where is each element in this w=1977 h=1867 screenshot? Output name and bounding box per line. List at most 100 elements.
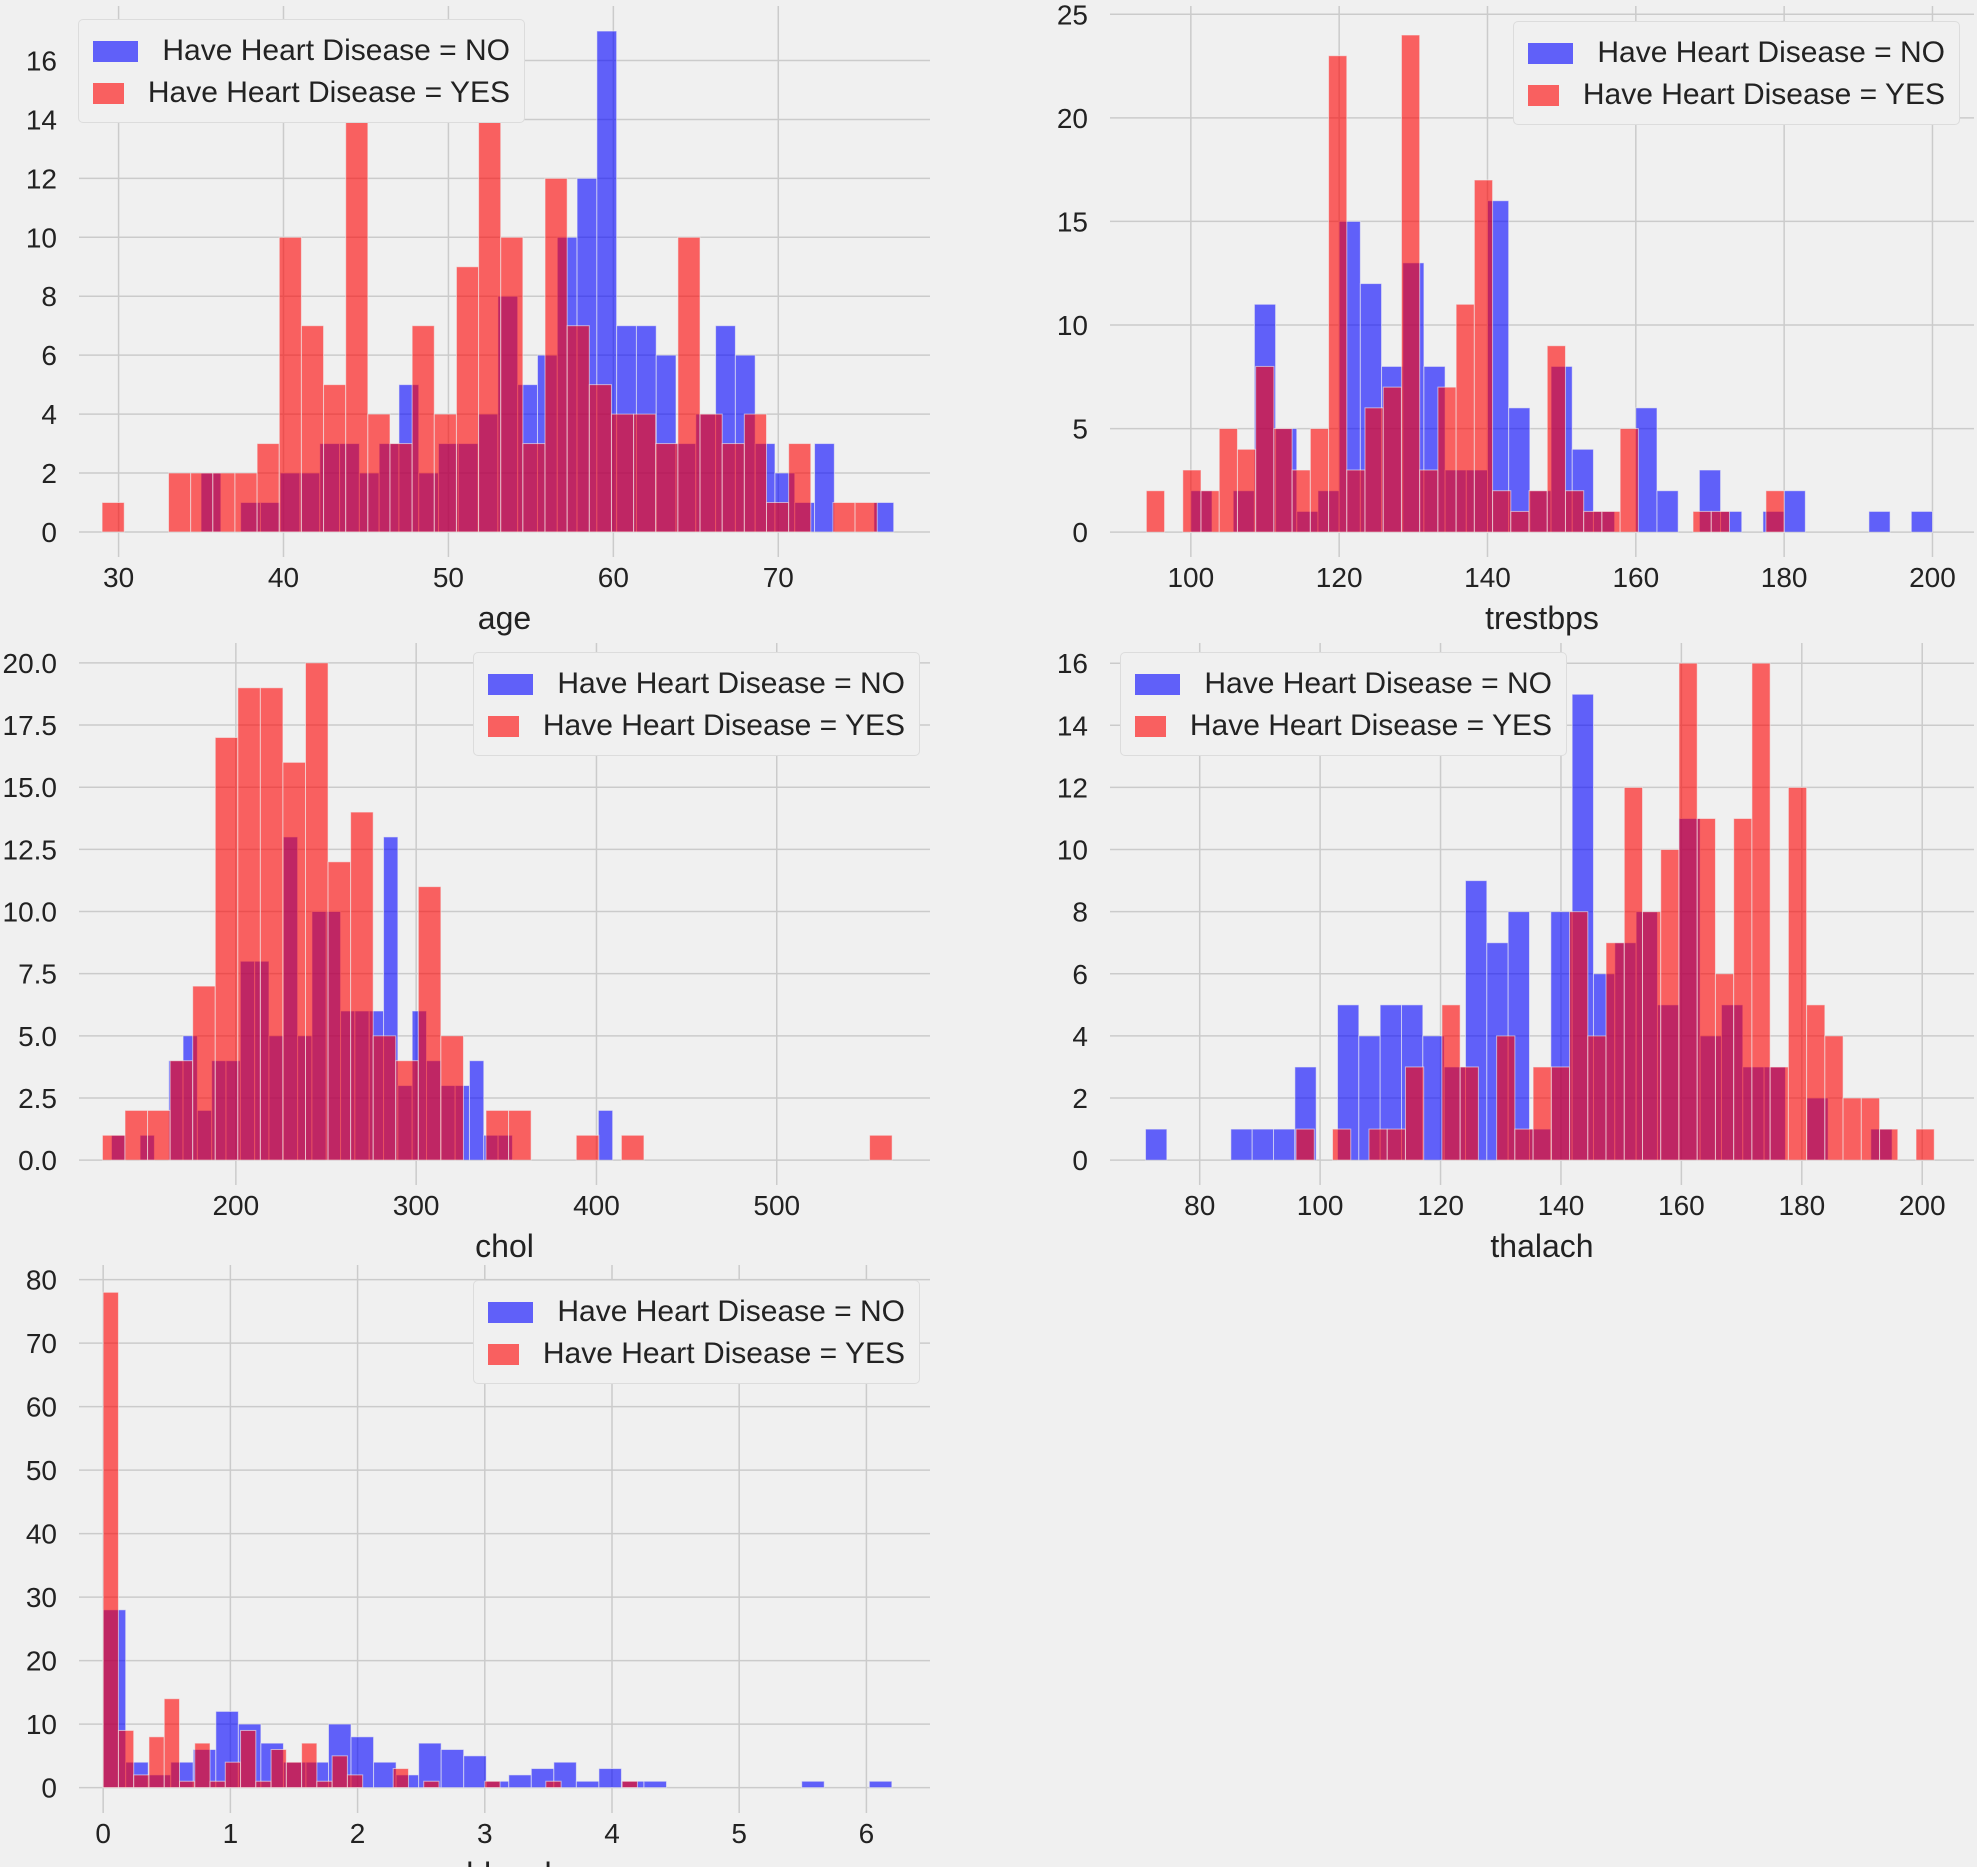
legend-swatch-no: [488, 1301, 534, 1323]
bar-yes: [1733, 817, 1753, 1161]
bar-no: [1868, 510, 1891, 533]
bar-no: [1635, 407, 1658, 533]
bar-yes: [1583, 510, 1603, 533]
bar-no: [1251, 1128, 1275, 1161]
histogram-thalach: 80 100 120 140 160 180 200 0 2 4 6 8 10 12 14 16 thalach: [1057, 643, 1974, 1264]
bar-yes: [367, 413, 391, 533]
bar-yes: [331, 1755, 348, 1789]
bar-yes: [1492, 490, 1512, 533]
y-tick-label: 16: [1057, 648, 1088, 679]
y-tick-label: 50: [26, 1455, 57, 1486]
bar-yes: [346, 1774, 364, 1789]
y-tick-label: 10: [26, 222, 57, 253]
y-tick-label: 6: [41, 340, 57, 371]
x-tick-label: 80: [1184, 1190, 1215, 1221]
bar-yes: [1710, 510, 1730, 533]
bar-yes: [282, 761, 307, 1161]
x-tick-label: 4: [604, 1818, 620, 1849]
legend: Have Heart Disease = NO Have Heart Diseas…: [473, 1280, 920, 1384]
bar-yes: [1437, 386, 1457, 533]
bar-yes: [237, 687, 261, 1161]
x-tick-label: 120: [1417, 1190, 1464, 1221]
bar-yes: [854, 501, 878, 533]
y-tick-label: 12.5: [3, 834, 58, 865]
bar-yes: [1660, 849, 1680, 1161]
x-tick-label: 140: [1464, 562, 1511, 593]
bar-yes: [102, 1291, 119, 1789]
legend-swatch-no: [1135, 673, 1181, 695]
bar-yes: [101, 501, 125, 533]
bar-yes: [500, 236, 524, 533]
bar-yes: [117, 1729, 135, 1789]
bar-yes: [234, 472, 258, 533]
bar-yes: [1218, 428, 1238, 533]
bar-no: [1422, 1035, 1445, 1161]
bar-yes: [655, 443, 679, 533]
bar-yes: [1678, 662, 1698, 1161]
y-tick-label: 15: [1057, 206, 1088, 237]
bar-yes: [1696, 817, 1716, 1161]
y-tick-label: 20: [26, 1646, 57, 1677]
bar-yes: [1182, 469, 1202, 533]
histogram-oldpeak: 012345601020304050607080oldpeak: [26, 1265, 930, 1867]
bar-yes: [178, 1780, 196, 1789]
bar-yes: [1255, 365, 1275, 533]
bar-yes: [1751, 662, 1771, 1161]
x-tick-label: 300: [393, 1190, 440, 1221]
bar-yes: [633, 413, 657, 533]
x-tick-label: 200: [1899, 1190, 1946, 1221]
x-axis-label: oldpeak: [448, 1856, 561, 1867]
legend-entry-yes: Have Heart Disease = YES: [1135, 705, 1552, 747]
bar-yes: [508, 1109, 532, 1161]
bar-yes: [168, 472, 192, 533]
y-tick-label: 14: [26, 104, 57, 135]
legend-label-yes: Have Heart Disease = YES: [542, 709, 905, 742]
y-tick-label: 0: [1072, 1145, 1088, 1176]
y-tick-label: 20.0: [3, 648, 58, 679]
bar-no: [1783, 490, 1806, 533]
x-tick-label: 500: [753, 1190, 800, 1221]
x-tick-label: 6: [859, 1818, 875, 1849]
bar-yes: [327, 861, 352, 1161]
bar-yes: [440, 1035, 464, 1161]
bar-yes: [1528, 490, 1548, 533]
bar-yes: [1364, 407, 1384, 533]
legend-swatch-no: [93, 40, 139, 62]
bar-yes: [1332, 1128, 1352, 1161]
legend-label-no: Have Heart Disease = NO: [557, 667, 905, 700]
bar-yes: [1569, 911, 1589, 1161]
bar-no: [1910, 510, 1933, 533]
bar-yes: [1692, 510, 1712, 533]
y-tick-label: 10: [1057, 835, 1088, 866]
y-tick-label: 10: [26, 1709, 57, 1740]
bar-yes: [832, 501, 856, 533]
bar-yes: [1236, 448, 1257, 533]
bar-yes: [240, 1729, 257, 1789]
bar-yes: [699, 413, 723, 533]
bar-yes: [1514, 1128, 1534, 1161]
x-tick-label: 100: [1167, 562, 1214, 593]
y-tick-label: 80: [26, 1265, 57, 1296]
bar-yes: [485, 1109, 510, 1161]
y-tick-label: 20: [1057, 103, 1088, 134]
legend-entry-no: Have Heart Disease = NO: [1135, 663, 1552, 705]
bar-yes: [1619, 428, 1639, 533]
bar-yes: [417, 886, 442, 1161]
bar-yes: [545, 1780, 562, 1789]
legend-label-yes: Have Heart Disease = YES: [147, 76, 510, 109]
bar-no: [575, 1780, 600, 1789]
bar-yes: [1200, 490, 1220, 533]
bar-yes: [1510, 510, 1530, 533]
legend-label-yes: Have Heart Disease = YES: [542, 1337, 905, 1370]
x-axis-label: chol: [475, 1228, 534, 1264]
legend: Have Heart Disease = NO Have Heart Diseas…: [78, 19, 525, 123]
x-tick-label: 70: [763, 562, 794, 593]
x-tick-label: 180: [1778, 1190, 1825, 1221]
bar-no: [597, 1109, 614, 1161]
bar-yes: [1714, 973, 1735, 1161]
bar-yes: [301, 1742, 318, 1789]
bar-yes: [1765, 490, 1785, 533]
x-tick-label: 0: [95, 1818, 111, 1849]
x-tick-label: 180: [1761, 562, 1808, 593]
bar-yes: [1642, 911, 1662, 1161]
